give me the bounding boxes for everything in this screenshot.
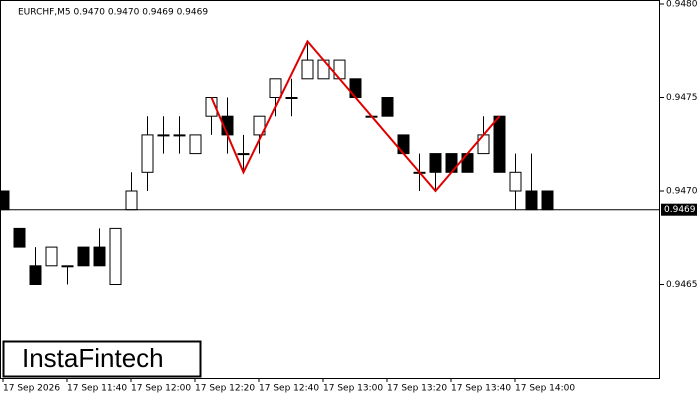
candle-body (477, 134, 490, 155)
candle-body (109, 227, 122, 285)
candle-body (541, 190, 554, 211)
candle-body (125, 190, 138, 211)
candle-body (13, 227, 26, 248)
x-tick-label: 17 Sep 13:00 (323, 384, 383, 394)
x-tick-label: 17 Sep 14:00 (515, 384, 575, 394)
candle-body (29, 265, 42, 285)
candle-body (93, 246, 106, 267)
plot-frame (0, 0, 660, 379)
candle-body (333, 59, 346, 80)
logo-box (2, 340, 202, 378)
y-tick-label: 0.9480 (666, 0, 698, 10)
logo: InstaFintech (22, 343, 164, 373)
current-price-box (661, 203, 697, 216)
candle-body (61, 265, 74, 268)
x-tick-label: 17 Sep 13:40 (451, 384, 511, 394)
candle-body (77, 246, 90, 267)
x-tick-label: 17 Sep 11:40 (67, 384, 127, 394)
candle-body (157, 134, 170, 137)
pattern-line (210, 39, 501, 193)
y-tick-label: 0.9475 (666, 93, 698, 103)
candle-body (0, 190, 10, 211)
candle-body (461, 153, 474, 173)
x-tick-label: 17 Sep 12:40 (259, 384, 319, 394)
candle-body (173, 134, 186, 137)
x-tick-label: 17 Sep 13:20 (387, 384, 447, 394)
candle-body (301, 59, 314, 80)
current-price-label: 0.9469 (664, 205, 696, 215)
candle-body (253, 115, 266, 136)
candle-body (493, 115, 506, 173)
candle-body (141, 134, 154, 173)
candle-body (189, 134, 202, 155)
candle-body (349, 78, 362, 99)
chart-header: EURCHF,M5 0.9470 0.9470 0.9469 0.9469 (18, 8, 208, 18)
candle-body (429, 153, 442, 173)
x-tick-label: 17 Sep 12:00 (131, 384, 191, 394)
candle-body (45, 246, 58, 267)
candle-body (285, 97, 298, 99)
candle-body (445, 153, 458, 173)
y-tick-label: 0.9470 (666, 187, 698, 197)
candle-body (509, 171, 522, 192)
candle-body (317, 59, 330, 80)
candle-body (269, 78, 282, 99)
candle-body (237, 153, 250, 156)
candle-body (397, 134, 410, 155)
x-tick-label: 17 Sep 2026 (3, 384, 60, 394)
y-tick-label: 0.9465 (666, 280, 698, 290)
x-tick-label: 17 Sep 12:20 (195, 384, 255, 394)
candle-body (525, 190, 538, 211)
candle-body (381, 97, 394, 117)
